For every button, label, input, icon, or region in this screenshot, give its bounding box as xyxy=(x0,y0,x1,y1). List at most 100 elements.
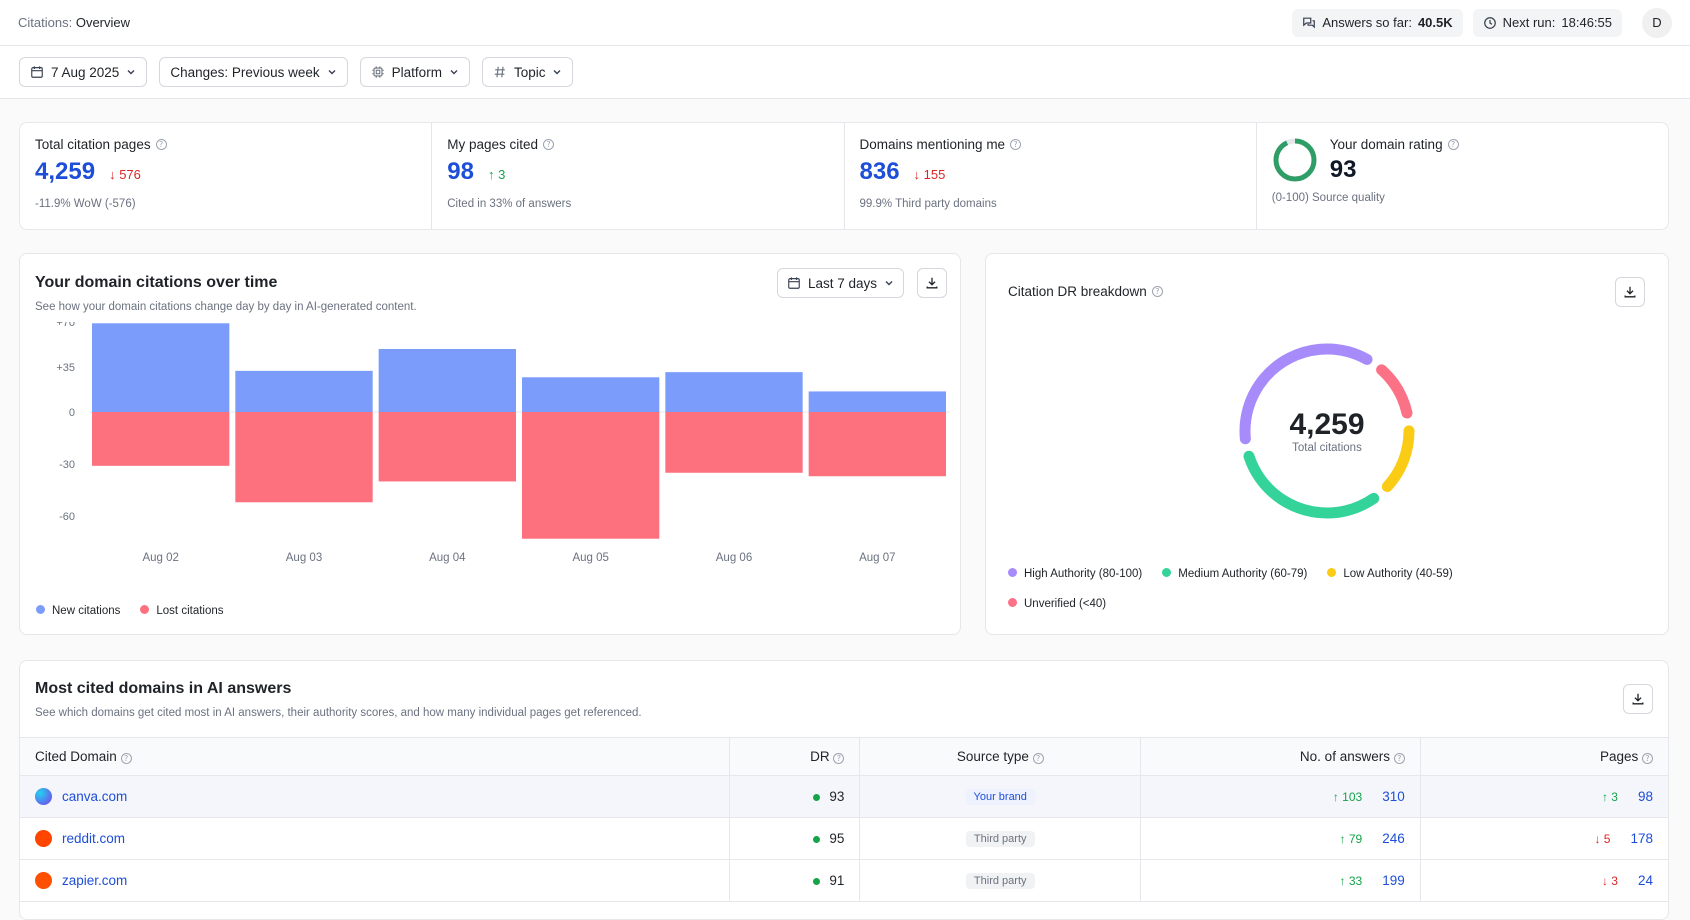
bar-new-citations[interactable] xyxy=(665,372,803,412)
table-row[interactable]: reddit.com 95 Third party ↑ 79 246 ↓ 5 178 xyxy=(20,817,1668,860)
y-tick-label: 0 xyxy=(69,407,75,419)
y-tick-label: -30 xyxy=(59,459,75,471)
pages-count[interactable]: 178 xyxy=(1630,831,1653,846)
chat-icon xyxy=(1303,17,1316,28)
legend-medium: Medium Authority (60-79) xyxy=(1162,568,1307,580)
arrow-down-icon: ↓ xyxy=(1594,832,1601,846)
kpi-delta: ↑ 3 xyxy=(488,167,505,182)
arrow-down-icon: ↓ xyxy=(109,167,116,182)
range-select[interactable]: Last 7 days xyxy=(777,268,905,298)
kpi-sub: -11.9% WoW (-576) xyxy=(35,198,136,210)
reddit-logo-icon xyxy=(35,830,52,847)
rating-arc xyxy=(1273,138,1317,182)
kpi-my-pages-cited: My pages cited? 98 ↑ 3 Cited in 33% of a… xyxy=(432,123,845,229)
pages-delta: ↓ 3 xyxy=(1602,874,1618,888)
info-icon[interactable]: ? xyxy=(1447,139,1459,150)
legend-swatch xyxy=(1008,598,1017,607)
download-button[interactable] xyxy=(1615,277,1645,307)
info-icon[interactable]: ? xyxy=(543,139,555,150)
source-type-badge: Third party xyxy=(965,831,1035,847)
y-tick-label: -60 xyxy=(59,511,75,523)
bar-lost-citations[interactable] xyxy=(92,412,230,466)
bar-new-citations[interactable] xyxy=(378,349,516,412)
canva-logo-icon xyxy=(35,788,52,805)
bar-new-citations[interactable] xyxy=(235,370,373,412)
donut-total-label: Total citations xyxy=(1292,442,1362,454)
donut-segment[interactable] xyxy=(1227,331,1427,531)
column-header-dr[interactable]: DR ? xyxy=(729,737,861,776)
pages-count[interactable]: 24 xyxy=(1637,873,1653,888)
info-icon[interactable]: ? xyxy=(1010,139,1022,150)
answers-value: 40.5K xyxy=(1417,15,1453,30)
y-tick-label: +70 xyxy=(56,322,75,329)
info-icon[interactable]: ? xyxy=(833,753,845,764)
calendar-icon xyxy=(788,277,800,289)
legend-unverified: Unverified (<40) xyxy=(1008,598,1106,610)
bar-new-citations[interactable] xyxy=(522,377,660,412)
info-icon[interactable]: ? xyxy=(1151,286,1163,297)
column-header-answers[interactable]: No. of answers ? xyxy=(1140,737,1421,776)
dr-legend: High Authority (80-100) Medium Authority… xyxy=(1008,568,1453,580)
kpi-label: My pages cited xyxy=(447,137,539,152)
donut-segment[interactable] xyxy=(1238,342,1417,521)
arrow-up-icon: ↑ xyxy=(1332,790,1339,804)
kpi-value: 98 xyxy=(447,158,474,185)
answers-count[interactable]: 199 xyxy=(1382,873,1405,888)
pages-count[interactable]: 98 xyxy=(1637,789,1653,804)
donut-segment[interactable] xyxy=(1239,343,1415,519)
date-filter[interactable]: 7 Aug 2025 xyxy=(19,57,148,87)
platform-filter[interactable]: Platform xyxy=(359,57,470,87)
bar-lost-citations[interactable] xyxy=(808,412,946,477)
info-icon[interactable]: ? xyxy=(1642,753,1653,764)
card-description: See which domains get cited most in AI a… xyxy=(35,707,642,719)
info-icon[interactable]: ? xyxy=(155,139,167,150)
download-button[interactable] xyxy=(917,268,947,298)
chevron-down-icon xyxy=(127,70,135,75)
info-icon[interactable]: ? xyxy=(1032,753,1044,764)
x-tick-label: Aug 06 xyxy=(716,552,752,564)
topic-filter[interactable]: Topic xyxy=(481,57,574,87)
domain-link[interactable]: canva.com xyxy=(62,789,128,804)
citations-bar-chart: +70 +35 0 -30 -60 Aug 02 Aug 03 Aug 04 Aug 05 Aug… xyxy=(56,322,950,564)
most-cited-domains-card: Most cited domains in AI answers See whi… xyxy=(19,660,1669,920)
table-header-row: Cited Domain ? DR ? Source type ? No. of… xyxy=(20,737,1668,776)
bar-lost-citations[interactable] xyxy=(665,412,803,473)
donut-segment[interactable] xyxy=(1227,331,1427,531)
domain-link[interactable]: zapier.com xyxy=(62,873,128,888)
bar-new-citations[interactable] xyxy=(92,323,230,412)
next-run-value: 18:46:55 xyxy=(1561,15,1612,30)
column-header-domain[interactable]: Cited Domain ? xyxy=(20,737,730,776)
table-row[interactable]: canva.com 93 Your brand ↑ 103 310 ↑ 3 98 xyxy=(20,775,1668,818)
legend-lost: Lost citations xyxy=(140,605,224,617)
column-header-pages[interactable]: Pages ? xyxy=(1420,737,1668,776)
answers-count[interactable]: 246 xyxy=(1382,831,1405,846)
table-row[interactable]: zapier.com 91 Third party ↑ 33 199 ↓ 3 24 xyxy=(20,859,1668,902)
card-title: Most cited domains in AI answers xyxy=(35,680,292,697)
domain-link[interactable]: reddit.com xyxy=(62,831,126,846)
bar-new-citations[interactable] xyxy=(808,391,946,412)
kpi-delta: ↓ 576 xyxy=(109,167,141,182)
changes-filter[interactable]: Changes: Previous week xyxy=(159,57,348,87)
bar-lost-citations[interactable] xyxy=(378,412,516,482)
info-icon[interactable]: ? xyxy=(1393,753,1405,764)
card-title: Citation DR breakdown xyxy=(1008,284,1147,299)
column-label: No. of answers xyxy=(1299,749,1390,764)
answers-count[interactable]: 310 xyxy=(1382,789,1405,804)
download-button[interactable] xyxy=(1623,684,1653,714)
pages-delta-value: 3 xyxy=(1611,790,1618,804)
zapier-logo-icon xyxy=(35,872,52,889)
breadcrumb-section[interactable]: Citations: xyxy=(18,15,73,30)
column-header-source-type[interactable]: Source type ? xyxy=(859,737,1142,776)
chevron-down-icon xyxy=(885,281,893,286)
legend-label: Lost citations xyxy=(156,605,224,617)
bar-lost-citations[interactable] xyxy=(235,412,373,503)
download-icon xyxy=(1632,693,1644,705)
info-icon[interactable]: ? xyxy=(120,753,132,764)
column-label: Pages xyxy=(1599,749,1639,764)
avatar[interactable]: D xyxy=(1642,7,1672,38)
kpi-sub: Cited in 33% of answers xyxy=(447,198,572,210)
source-type-badge: Third party xyxy=(965,873,1035,889)
bar-lost-citations[interactable] xyxy=(522,412,660,539)
rating-ring xyxy=(1273,138,1317,182)
answers-counter: Answers so far: 40.5K xyxy=(1292,8,1463,37)
